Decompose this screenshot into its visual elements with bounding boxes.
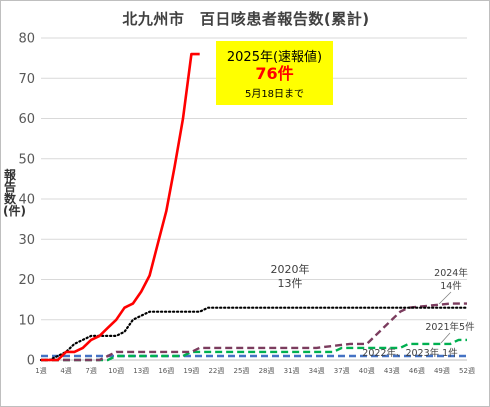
y-tick-label: 70: [18, 72, 35, 87]
x-tick-label: 10週: [108, 366, 124, 375]
x-tick-label: 16週: [158, 366, 174, 375]
annotations: 2020年 13件 2024年 14件 2021年5件 2022年、2023年 …: [271, 262, 476, 359]
y-tick-label: 50: [18, 152, 35, 167]
annotation-2021-leader: [440, 332, 451, 344]
x-tick-label: 49週: [434, 366, 450, 375]
x-tick-label: 31週: [284, 366, 300, 375]
series-lines: [39, 52, 469, 362]
y-tick-label: 30: [18, 233, 35, 248]
callout-date: 5月18日まで: [244, 89, 305, 100]
annotation-2024-leader: [438, 291, 452, 305]
x-tick-label: 34週: [309, 366, 325, 375]
y-axis-ticks: 0 10 20 30 40 50 60 70 80: [18, 32, 35, 369]
y-tick-label: 10: [18, 313, 35, 328]
x-tick-label: 40週: [359, 366, 375, 375]
y-tick-label: 40: [18, 193, 35, 208]
x-tick-label: 43週: [384, 366, 400, 375]
y-tick-label: 80: [18, 32, 35, 47]
x-tick-label: 4週: [60, 366, 71, 375]
y-axis-label: 報告数(件): [3, 168, 26, 218]
chart-title: 北九州市 百日咳患者報告数(累計): [122, 10, 370, 28]
annotation-2024-count: 14件: [440, 280, 462, 292]
x-tick-label: 25週: [234, 366, 250, 375]
callout-2025: 2025年(速報値) 76件 5月18日まで: [216, 41, 333, 105]
x-tick-label: 28週: [259, 366, 275, 375]
annotation-2024-year: 2024年: [434, 267, 468, 279]
x-tick-label: 7週: [85, 366, 96, 375]
annotation-2022-2023: 2022年、2023年 1件: [362, 347, 458, 359]
x-axis-ticks: 1週 4週 7週 10週 13週 16週 19週 22週 25週 28週 31週 34週 37週 40週 4…: [35, 366, 475, 375]
annotation-2021: 2021年5件: [425, 321, 475, 333]
x-tick-label: 37週: [334, 366, 350, 375]
series-line-2025年: [41, 52, 200, 362]
x-tick-label: 19週: [183, 366, 199, 375]
x-tick-label: 22週: [208, 366, 224, 375]
callout-count: 76件: [255, 64, 294, 83]
y-tick-label: 60: [18, 112, 35, 127]
x-tick-label: 1週: [35, 366, 46, 375]
series-line-2024年: [41, 302, 467, 362]
callout-title: 2025年(速報値): [226, 50, 323, 65]
annotation-2020-year: 2020年: [271, 262, 310, 276]
x-tick-label: 52週: [459, 366, 475, 375]
x-tick-label: 13週: [133, 366, 149, 375]
series-line-2020年: [39, 306, 469, 362]
y-tick-label: 20: [18, 273, 35, 288]
y-tick-label: 0: [27, 354, 35, 369]
gridlines: [41, 37, 467, 361]
x-tick-label: 46週: [409, 366, 425, 375]
annotation-2020-count: 13件: [278, 277, 303, 290]
series-line-2021年: [41, 338, 467, 362]
